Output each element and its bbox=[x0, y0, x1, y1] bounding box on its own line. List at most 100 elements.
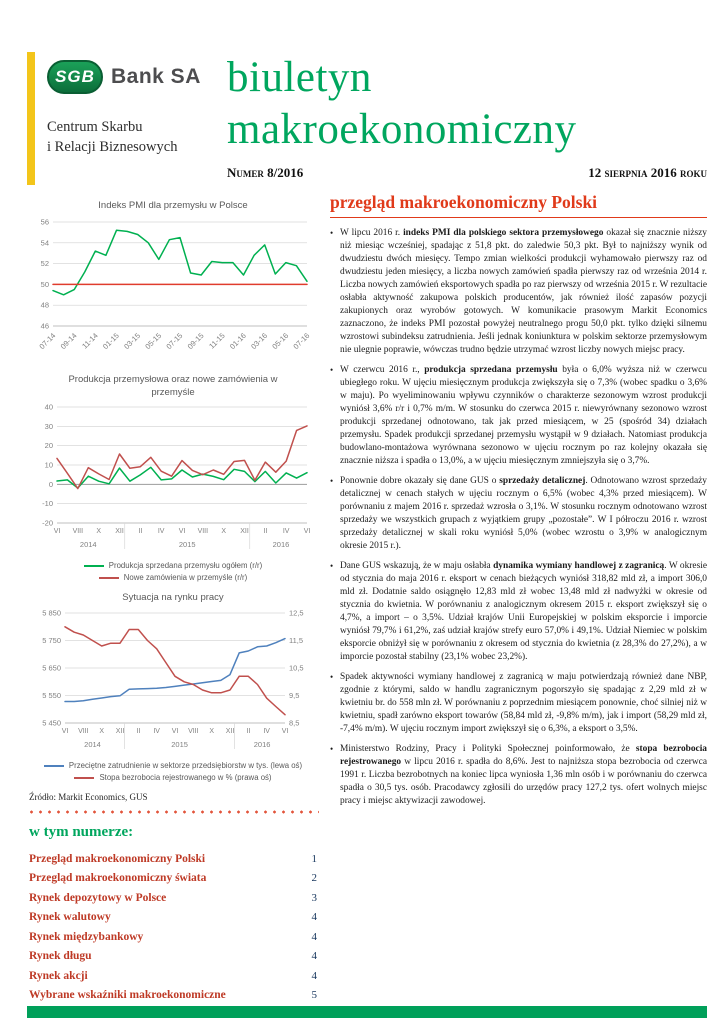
svg-text:VI: VI bbox=[179, 528, 186, 535]
svg-text:2015: 2015 bbox=[171, 740, 188, 749]
svg-text:VIII: VIII bbox=[73, 528, 84, 535]
article-bullet: • Spadek aktywności wymiany handlowej z z… bbox=[330, 671, 707, 736]
newsletter-title-line1: biuletyn bbox=[227, 54, 372, 101]
article-bullet: • Ministerstwo Rodziny, Pracy i Polityki … bbox=[330, 743, 707, 808]
toc-item[interactable]: Przegląd makroekonomiczny Polski 1 bbox=[29, 853, 317, 865]
toc-item-page: 4 bbox=[311, 950, 318, 963]
svg-text:5 750: 5 750 bbox=[42, 636, 61, 645]
pmi-chart: Indeks PMI dla przemysłu w Polsce 46 48 50… bbox=[27, 200, 319, 366]
svg-text:12,5: 12,5 bbox=[289, 608, 304, 617]
legend-line-swatch bbox=[98, 577, 119, 580]
svg-text:VIII: VIII bbox=[78, 728, 89, 735]
toc-item-label: Przegląd makroekonomiczny Polski bbox=[29, 852, 206, 865]
legend-entry: Produkcja sprzedana przemysłu ogółem (r/… bbox=[27, 560, 319, 572]
bullet-paragraph: Ministerstwo Rodziny, Pracy i Polityki S… bbox=[340, 744, 707, 806]
svg-text:XII: XII bbox=[226, 728, 235, 735]
toc-item-label: Rynek międzybankowy bbox=[29, 930, 144, 943]
svg-text:2014: 2014 bbox=[84, 740, 101, 749]
svg-text:VI: VI bbox=[172, 728, 179, 735]
toc-item[interactable]: Wybrane wskaźniki makroekonomiczne 5 bbox=[29, 989, 317, 1001]
gold-accent-bar bbox=[27, 52, 35, 185]
svg-text:-10: -10 bbox=[42, 499, 53, 508]
toc-item-label: Przegląd makroekonomiczny świata bbox=[29, 872, 207, 885]
toc-list: Przegląd makroekonomiczny Polski 1 Przeglą… bbox=[27, 853, 319, 1002]
svg-text:03-15: 03-15 bbox=[122, 331, 142, 351]
article-body: • W lipcu 2016 r. indeks PMI dla polskieg… bbox=[330, 227, 707, 808]
svg-text:VI: VI bbox=[304, 528, 311, 535]
toc-item[interactable]: Przegląd makroekonomiczny świata 2 bbox=[29, 872, 317, 884]
svg-text:07-15: 07-15 bbox=[164, 331, 184, 351]
svg-text:5 650: 5 650 bbox=[42, 663, 61, 672]
department-name-line2: i Relacji Biznesowych bbox=[47, 138, 178, 155]
svg-text:48: 48 bbox=[41, 301, 49, 310]
bullet-icon: • bbox=[330, 365, 334, 375]
labour-market-chart: Sytuacja na rynku pracy 5 450 5 550 5 650 5… bbox=[27, 592, 319, 784]
footer-green-bar bbox=[27, 1006, 707, 1018]
svg-text:40: 40 bbox=[45, 403, 53, 412]
toc-item-label: Rynek akcji bbox=[29, 969, 88, 982]
svg-text:VI: VI bbox=[54, 528, 61, 535]
production-orders-chart-title: Produkcja przemysłowa oraz nowe zamówien… bbox=[68, 374, 278, 398]
legend-entry: Stopa bezrobocia rejestrowanego w % (pra… bbox=[27, 772, 319, 784]
bullet-paragraph: Ponownie dobre okazały się dane GUS o sp… bbox=[340, 476, 707, 551]
article-bullet: • W lipcu 2016 r. indeks PMI dla polskieg… bbox=[330, 227, 707, 357]
svg-text:54: 54 bbox=[41, 239, 49, 248]
svg-text:11,5: 11,5 bbox=[289, 636, 303, 645]
bullet-paragraph: Spadek aktywności wymiany handlowej z za… bbox=[340, 672, 707, 734]
svg-text:07-16: 07-16 bbox=[291, 331, 311, 351]
svg-text:II: II bbox=[136, 728, 140, 735]
toc-item-page: 1 bbox=[311, 852, 318, 865]
svg-text:5 450: 5 450 bbox=[42, 718, 61, 727]
toc-item-page: 3 bbox=[311, 891, 318, 904]
svg-text:9,5: 9,5 bbox=[289, 691, 299, 700]
toc-item-page: 4 bbox=[311, 930, 318, 943]
bullet-icon: • bbox=[330, 228, 334, 238]
svg-text:VI: VI bbox=[62, 728, 69, 735]
svg-text:20: 20 bbox=[45, 441, 53, 450]
newsletter-title-line2: makroekonomiczny bbox=[227, 105, 577, 153]
svg-text:03-16: 03-16 bbox=[249, 331, 269, 351]
article-heading: przegląd makroekonomiczny Polski bbox=[330, 192, 707, 218]
toc-item[interactable]: Rynek depozytowy w Polsce 3 bbox=[29, 892, 317, 904]
toc-item[interactable]: Rynek akcji 4 bbox=[29, 970, 317, 982]
dotted-divider bbox=[27, 809, 319, 814]
toc-item-label: Wybrane wskaźniki makroekonomiczne bbox=[29, 989, 226, 1002]
toc-item-label: Rynek długu bbox=[29, 950, 92, 963]
bullet-paragraph: W czerwcu 2016 r., produkcja sprzedana p… bbox=[340, 365, 707, 466]
legend-line-swatch bbox=[74, 776, 95, 779]
production-orders-chart-legend: Produkcja sprzedana przemysłu ogółem (r/… bbox=[27, 560, 319, 584]
toc-item[interactable]: Rynek międzybankowy 4 bbox=[29, 931, 317, 943]
source-note: Źródło: Markit Economics, GUS bbox=[29, 791, 148, 802]
legend-line-swatch bbox=[83, 565, 104, 568]
legend-label: Nowe zamówienia w przemyśle (r/r) bbox=[123, 573, 248, 583]
labour-market-chart-title: Sytuacja na rynku pracy bbox=[122, 592, 224, 604]
svg-text:52: 52 bbox=[41, 259, 49, 268]
svg-text:IV: IV bbox=[263, 728, 270, 735]
toc-item[interactable]: Rynek walutowy 4 bbox=[29, 911, 317, 923]
issue-number: Numer 8/2016 bbox=[227, 165, 304, 181]
bullet-paragraph: Dane GUS wskazują, że w maju osłabła dyn… bbox=[340, 561, 707, 662]
svg-text:09-14: 09-14 bbox=[59, 331, 79, 351]
svg-text:07-14: 07-14 bbox=[37, 331, 57, 351]
toc-item-page: 4 bbox=[311, 969, 318, 982]
masthead: biuletyn makroekonomiczny Numer 8/2016 1… bbox=[213, 52, 707, 190]
bank-name: Bank SA bbox=[111, 65, 201, 88]
svg-text:50: 50 bbox=[41, 280, 49, 289]
svg-text:XII: XII bbox=[116, 728, 125, 735]
legend-entry: Przeciętne zatrudnienie w sektorze przed… bbox=[27, 760, 319, 772]
svg-text:IV: IV bbox=[158, 528, 165, 535]
svg-text:2016: 2016 bbox=[254, 740, 271, 749]
svg-text:01-16: 01-16 bbox=[228, 331, 248, 351]
svg-text:VIII: VIII bbox=[198, 528, 209, 535]
sgb-logo-icon: SGB bbox=[47, 60, 103, 94]
toc-item[interactable]: Rynek długu 4 bbox=[29, 950, 317, 962]
issue-row: Numer 8/2016 12 sierpnia 2016 roku bbox=[227, 165, 707, 181]
article-column: przegląd makroekonomiczny Polski • W lipc… bbox=[330, 192, 707, 815]
svg-text:05-15: 05-15 bbox=[143, 331, 163, 351]
svg-text:05-16: 05-16 bbox=[270, 331, 290, 351]
legend-label: Stopa bezrobocia rejestrowanego w % (pra… bbox=[99, 772, 272, 782]
left-column: Indeks PMI dla przemysłu w Polsce 46 48 50… bbox=[27, 200, 319, 1009]
